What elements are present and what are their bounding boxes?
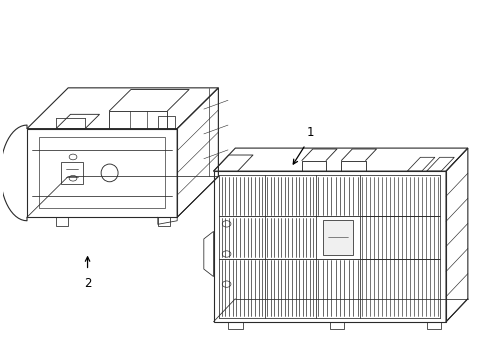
Text: 2: 2: [84, 278, 91, 291]
Polygon shape: [323, 220, 353, 255]
Text: 1: 1: [307, 126, 314, 139]
